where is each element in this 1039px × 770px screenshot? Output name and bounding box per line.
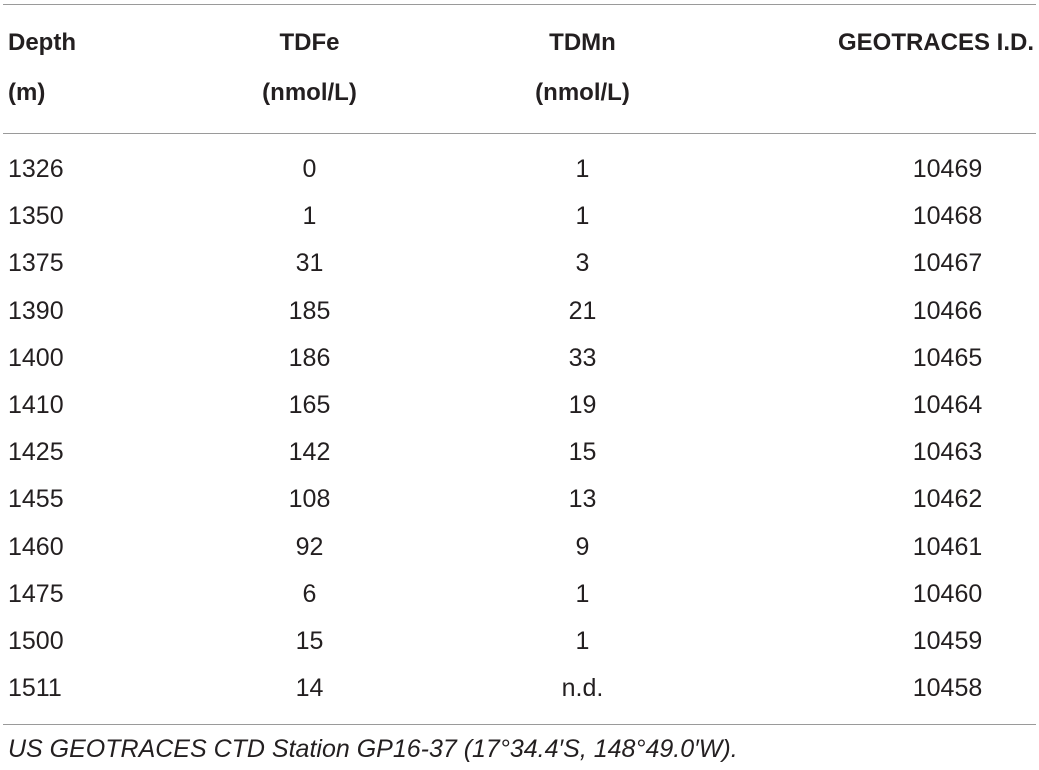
cell-tdfe: 0 [302,155,317,184]
header-depth-line1: Depth [8,29,76,56]
table-body: 1326 0 1 10469 1350 1 1 10468 1375 31 3 … [3,134,1036,724]
cell-tdmn: 3 [575,249,590,278]
cell-geotraces-id: 10462 [912,485,983,514]
header-tdfe: TDFe (nmol/L) [173,5,446,133]
cell-depth: 1350 [8,202,64,231]
header-tdmn-line1: TDMn [549,29,616,56]
table-top-rule [3,4,1036,5]
table-footnote: US GEOTRACES CTD Station GP16-37 (17°34.… [8,735,738,764]
cell-geotraces-id: 10464 [912,391,983,420]
cell-geotraces-id: 10467 [912,249,983,278]
cell-tdmn: 1 [575,202,590,231]
table-row: 1460 92 9 10461 [3,524,1036,571]
cell-tdmn: 33 [568,343,597,372]
cell-geotraces-id: 10466 [912,296,983,325]
table-row: 1455 108 13 10462 [3,476,1036,523]
data-table: Depth (m) TDFe (nmol/L) TDMn (nmol/L) GE… [3,5,1036,133]
table-row: 1500 15 1 10459 [3,618,1036,665]
cell-tdfe: 108 [288,485,331,514]
cell-depth: 1500 [8,626,64,655]
table-row: 1375 31 3 10467 [3,240,1036,287]
cell-tdfe: 165 [288,391,331,420]
cell-tdmn: 9 [575,532,590,561]
cell-depth: 1400 [8,343,64,372]
cell-depth: 1375 [8,249,64,278]
cell-tdfe: 1 [302,202,317,231]
cell-tdmn: 19 [568,391,597,420]
table-row: 1350 1 1 10468 [3,193,1036,240]
header-tdmn-line2: (nmol/L) [535,79,630,106]
cell-tdfe: 186 [288,343,331,372]
cell-geotraces-id: 10461 [912,532,983,561]
cell-tdfe: 92 [295,532,324,561]
cell-depth: 1425 [8,438,64,467]
cell-tdfe: 31 [295,249,324,278]
cell-tdfe: 185 [288,296,331,325]
cell-depth: 1460 [8,532,64,561]
cell-geotraces-id: 10469 [912,155,983,184]
cell-depth: 1475 [8,579,64,608]
header-tdfe-line1: TDFe [279,29,340,56]
header-geotraces-id: GEOTRACES I.D. [719,5,1036,133]
header-depth: Depth (m) [3,5,173,133]
table-row: 1511 14 n.d. 10458 [3,665,1036,724]
cell-tdfe: 142 [288,438,331,467]
header-geotraces-id-line1: GEOTRACES I.D. [837,29,1034,56]
table-row: 1475 6 1 10460 [3,571,1036,618]
table-row: 1425 142 15 10463 [3,429,1036,476]
table-row: 1410 165 19 10464 [3,382,1036,429]
cell-depth: 1390 [8,296,64,325]
table-row: 1390 185 21 10466 [3,288,1036,335]
cell-depth: 1410 [8,391,64,420]
cell-depth: 1326 [8,155,64,184]
cell-tdmn: 1 [575,626,590,655]
cell-depth: 1455 [8,485,64,514]
header-tdmn: TDMn (nmol/L) [446,5,719,133]
cell-tdmn: 1 [575,155,590,184]
cell-tdmn: 21 [568,296,597,325]
data-table-body: 1326 0 1 10469 1350 1 1 10468 1375 31 3 … [3,134,1036,724]
cell-tdmn: 15 [568,438,597,467]
data-table-container: Depth (m) TDFe (nmol/L) TDMn (nmol/L) GE… [3,4,1036,764]
table-bottom-rule [3,724,1036,726]
cell-tdfe: 6 [302,579,317,608]
cell-tdfe: 14 [295,674,324,703]
table-row: 1326 0 1 10469 [3,134,1036,193]
cell-geotraces-id: 10458 [912,674,983,703]
cell-depth: 1511 [8,674,62,703]
cell-geotraces-id: 10459 [912,626,983,655]
header-depth-line2: (m) [8,79,46,106]
table-row: 1400 186 33 10465 [3,335,1036,382]
table-header: Depth (m) TDFe (nmol/L) TDMn (nmol/L) GE… [3,5,1036,133]
table-header-rule [3,133,1036,134]
cell-tdmn: n.d. [561,674,604,703]
cell-geotraces-id: 10463 [912,438,983,467]
cell-geotraces-id: 10465 [912,343,983,372]
cell-tdmn: 1 [575,579,590,608]
cell-tdmn: 13 [568,485,597,514]
cell-geotraces-id: 10460 [912,579,983,608]
cell-geotraces-id: 10468 [912,202,983,231]
header-tdfe-line2: (nmol/L) [262,79,357,106]
cell-tdfe: 15 [295,626,324,655]
